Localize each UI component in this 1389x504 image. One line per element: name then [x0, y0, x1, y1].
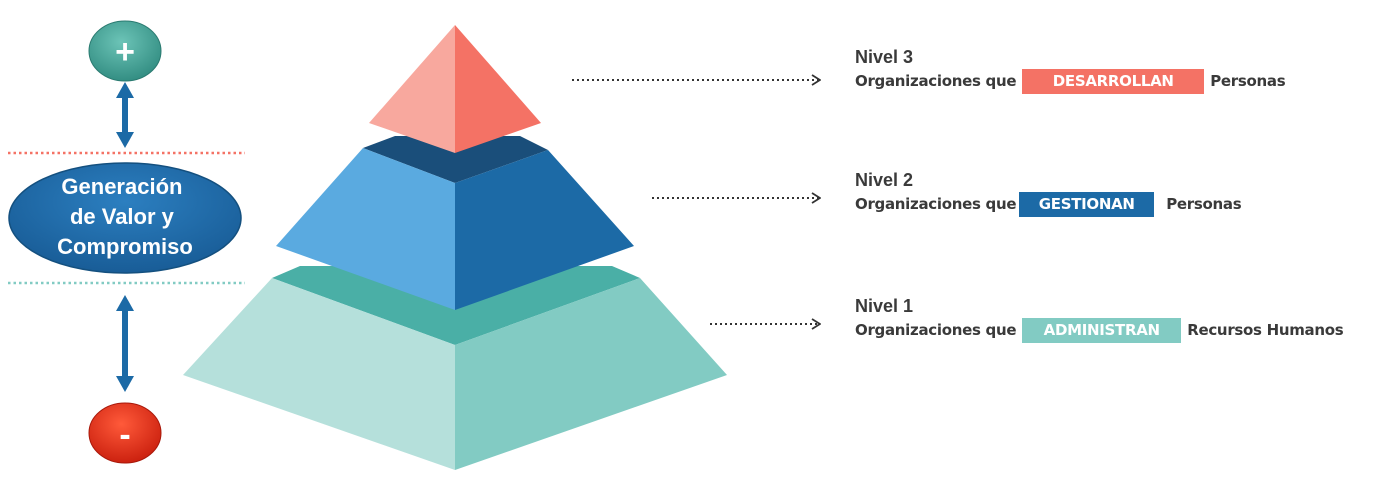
level-1-description: Nivel 1 Organizaciones que ADMINISTRAN R…	[855, 295, 1344, 343]
level-tag: ADMINISTRAN	[1022, 317, 1182, 343]
level-title: Nivel 1	[855, 296, 914, 316]
minus-icon: -	[119, 416, 130, 454]
level-tag: GESTIONAN	[1019, 191, 1155, 217]
up-down-arrow-bottom	[116, 295, 134, 392]
center-label-line: de Valor y	[70, 204, 175, 229]
level-title: Nivel 3	[855, 47, 914, 67]
svg-text:Generación de Valor y: Generación de Valor y Compromiso	[57, 174, 193, 259]
level-3-description: Nivel 3 Organizaciones que DESARROLLAN P…	[855, 46, 1286, 94]
plus-icon: +	[115, 33, 135, 71]
level-suffix: Personas	[1210, 72, 1286, 90]
scale-top-circle: +	[88, 20, 162, 82]
center-label-line: Compromiso	[57, 234, 193, 259]
pyramid-level-2	[276, 136, 634, 310]
level-prefix: Organizaciones que	[855, 321, 1017, 339]
level-prefix: Organizaciones que	[855, 195, 1017, 213]
up-down-arrow-top	[116, 82, 134, 148]
center-ellipse: Generación de Valor y Compromiso	[8, 162, 242, 274]
pyramid-level-3	[369, 25, 541, 153]
level-tag: DESARROLLAN	[1022, 68, 1205, 94]
level-suffix: Recursos Humanos	[1187, 321, 1344, 339]
level-prefix: Organizaciones que	[855, 72, 1017, 90]
level-2-description: Nivel 2 Organizaciones que GESTIONAN Per…	[855, 169, 1242, 217]
center-label-line: Generación	[61, 174, 182, 199]
level-suffix: Personas	[1166, 195, 1242, 213]
level-title: Nivel 2	[855, 170, 914, 190]
scale-bottom-circle: -	[88, 402, 162, 464]
